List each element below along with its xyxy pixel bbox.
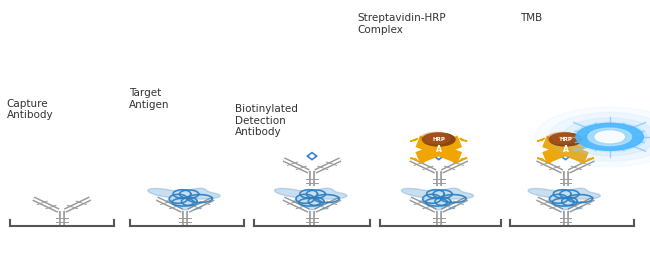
Circle shape — [549, 113, 650, 161]
Polygon shape — [586, 158, 594, 161]
Text: Streptavidin-HRP
Complex: Streptavidin-HRP Complex — [358, 13, 446, 35]
Text: HRP: HRP — [432, 137, 445, 142]
Polygon shape — [528, 188, 601, 210]
Circle shape — [595, 131, 624, 143]
Text: A: A — [436, 145, 442, 154]
Circle shape — [549, 133, 582, 146]
Polygon shape — [560, 152, 571, 160]
Polygon shape — [410, 158, 418, 161]
Text: A: A — [562, 145, 569, 154]
Polygon shape — [437, 154, 441, 158]
Text: Target
Antigen: Target Antigen — [129, 88, 169, 110]
Text: TMB: TMB — [520, 13, 542, 23]
Polygon shape — [586, 138, 594, 141]
Polygon shape — [460, 138, 467, 141]
Circle shape — [552, 134, 572, 142]
Circle shape — [562, 118, 650, 156]
Polygon shape — [564, 154, 567, 158]
Text: HRP: HRP — [559, 137, 572, 142]
Circle shape — [548, 132, 577, 144]
Circle shape — [536, 107, 650, 167]
Polygon shape — [148, 188, 220, 210]
Circle shape — [576, 123, 644, 150]
Polygon shape — [537, 138, 545, 141]
Text: Capture
Antibody: Capture Antibody — [6, 99, 53, 120]
Polygon shape — [434, 152, 444, 160]
Polygon shape — [401, 188, 474, 210]
Circle shape — [588, 128, 632, 146]
Polygon shape — [274, 188, 347, 210]
Text: Biotinylated
Detection
Antibody: Biotinylated Detection Antibody — [235, 104, 298, 137]
Polygon shape — [307, 152, 317, 160]
Polygon shape — [310, 154, 314, 158]
Polygon shape — [537, 158, 545, 161]
Circle shape — [422, 133, 455, 146]
Circle shape — [421, 132, 450, 144]
Circle shape — [426, 134, 445, 142]
Circle shape — [573, 122, 647, 152]
Polygon shape — [460, 158, 467, 161]
Polygon shape — [410, 138, 418, 141]
